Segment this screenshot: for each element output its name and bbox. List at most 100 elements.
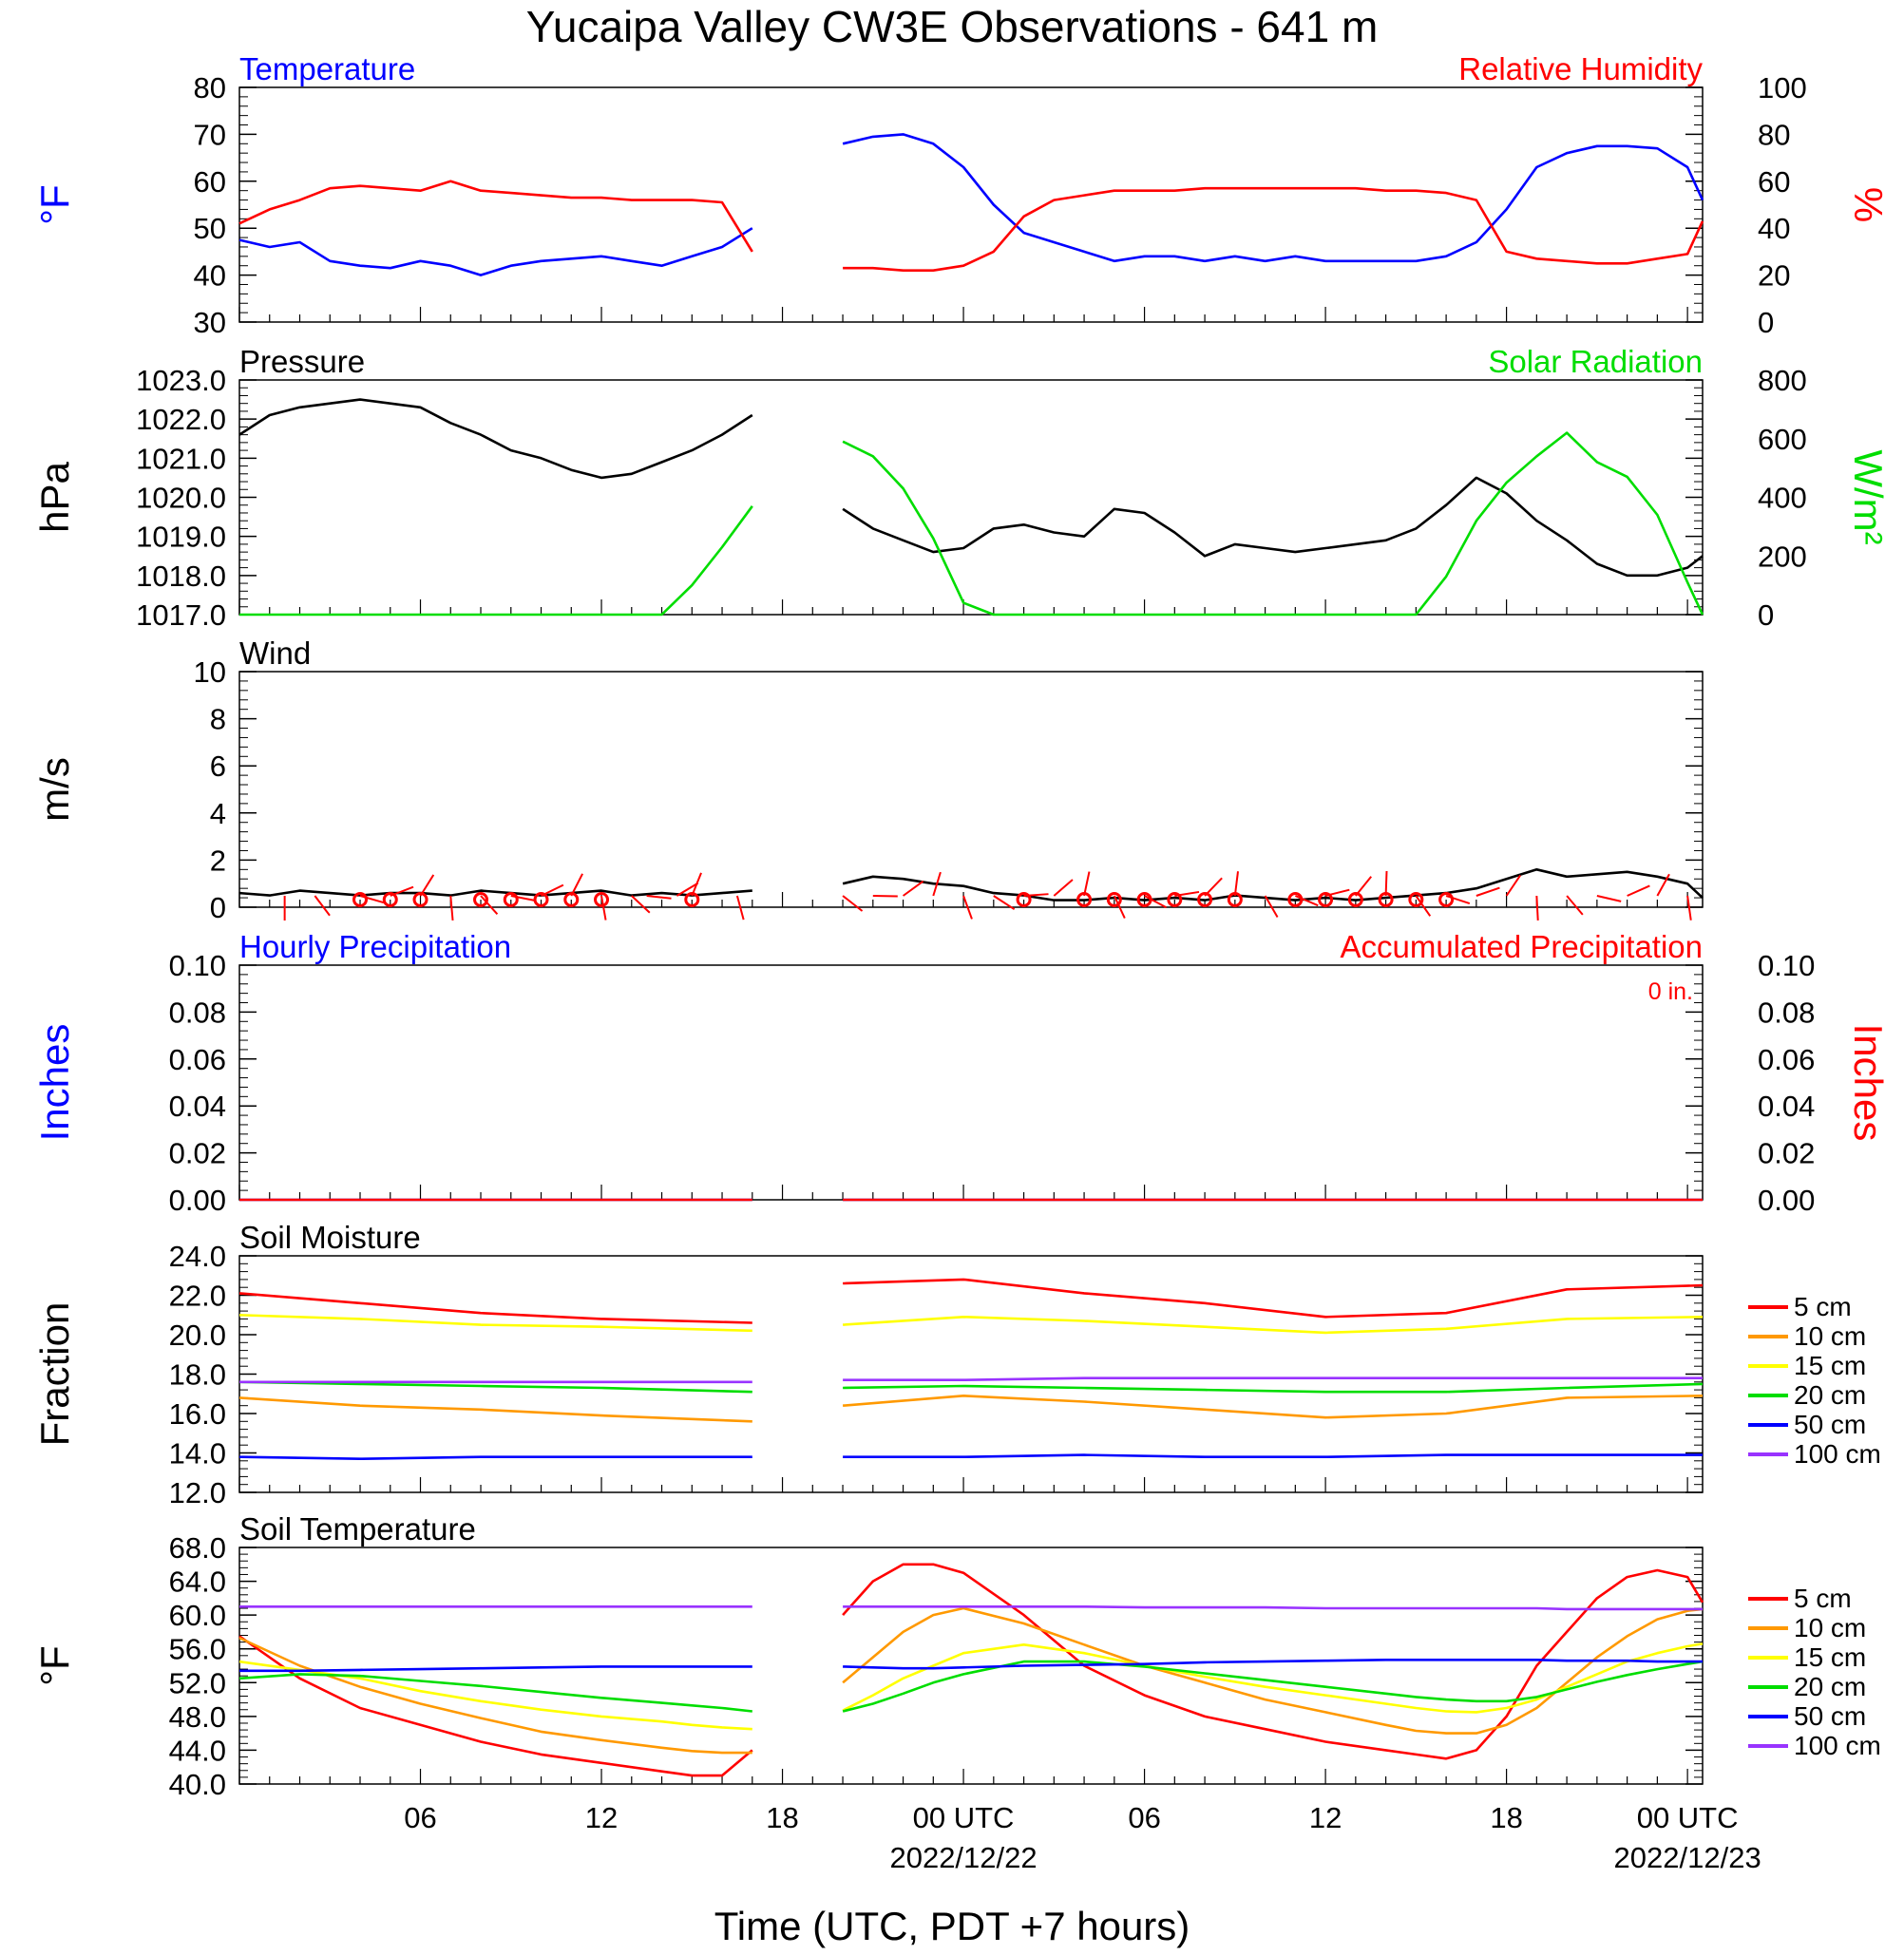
calm-wind-marker <box>533 892 549 907</box>
right-tick-label: 0.10 <box>1758 949 1815 982</box>
panel-title-left: Wind <box>239 636 311 671</box>
date-label: 2022/12/22 <box>889 1841 1037 1874</box>
wind-barb <box>646 895 672 900</box>
wind-barb <box>1233 871 1239 897</box>
wind-barb <box>419 874 435 897</box>
y-axis-label-right: W/m² <box>1846 449 1891 544</box>
left-tick-label: 60.0 <box>169 1599 226 1632</box>
left-tick-label: 48.0 <box>169 1700 226 1734</box>
plot-frame <box>238 671 1704 908</box>
panel-3: 10 8 6 4 2 0 Wind m/s <box>32 636 1704 924</box>
time-axis: 06 12 18 00 UTC 06 12 18 00 UTC 2022/12/22 2022/1… <box>404 1801 1761 1874</box>
wind-barb <box>1596 895 1622 902</box>
series-line-15-cm-seg1 <box>238 1314 752 1333</box>
panel-5: 24.0 22.0 20.0 18.0 16.0 14.0 12.0 Soil Moistur… <box>32 1220 1881 1509</box>
wind-barb <box>480 895 499 915</box>
y-axis-label-left: hPa <box>32 461 77 532</box>
right-tick-label: 40 <box>1758 212 1790 245</box>
series-line-20-cm-seg2 <box>842 1660 1704 1713</box>
time-tick-label: 00 UTC <box>1637 1801 1739 1834</box>
series-line-50-cm-seg2 <box>843 1453 1703 1458</box>
calm-wind-marker <box>1167 892 1183 907</box>
panel-2: 1023.0 1022.0 1021.0 1020.0 1019.0 1018.0 1017… <box>32 344 1891 632</box>
left-tick-label: 10 <box>194 655 226 689</box>
left-tick-label: 0.06 <box>169 1043 226 1076</box>
right-tick-label: 0.08 <box>1758 996 1815 1029</box>
left-tick-label: 40.0 <box>169 1768 226 1801</box>
wind-barb <box>1445 895 1471 904</box>
time-tick-label: 12 <box>585 1801 618 1834</box>
series-line-solar-radiation-seg2 <box>842 431 1704 617</box>
calm-wind-marker <box>594 892 610 907</box>
calm-wind-marker <box>684 892 700 907</box>
y-axis-label-right: % <box>1846 187 1891 222</box>
time-tick-label: 00 UTC <box>913 1801 1015 1834</box>
left-tick-label: 0.00 <box>169 1184 226 1217</box>
calm-wind-marker <box>1106 892 1122 907</box>
left-tick-label: 8 <box>210 703 226 736</box>
right-tick-label: 600 <box>1758 423 1807 456</box>
wind-barb <box>1144 895 1168 909</box>
panel-title-left: Soil Temperature <box>239 1511 476 1547</box>
wind-barb <box>1686 895 1692 921</box>
left-tick-label: 1021.0 <box>136 442 226 475</box>
wind-barb <box>570 873 583 897</box>
left-tick-label: 80 <box>194 71 226 104</box>
wind-barb <box>1476 886 1500 897</box>
calm-wind-marker <box>563 892 580 907</box>
precip-total-annotation: 0 in. <box>1648 978 1693 1005</box>
left-tick-label: 50 <box>194 212 226 245</box>
series-line-wind-seg1 <box>238 889 752 897</box>
calm-wind-marker <box>1438 892 1455 907</box>
calm-wind-marker <box>1016 892 1032 907</box>
calm-wind-marker <box>1287 892 1304 907</box>
panel-6: 68.064.060.056.052.048.044.040.0 Soil Tem… <box>32 1511 1881 1801</box>
left-tick-label: 1017.0 <box>136 598 226 632</box>
panel-1: 80 70 60 50 40 30 100 80 60 40 20 0 Temperature Relat… <box>32 51 1891 339</box>
panel-title-left: Soil Moisture <box>239 1220 421 1255</box>
legend-label: 5 cm <box>1794 1584 1852 1613</box>
left-tick-label: 0.10 <box>169 949 226 982</box>
right-tick-label: 0.04 <box>1758 1090 1815 1123</box>
calm-wind-marker <box>1227 892 1243 907</box>
series-line-10-cm-seg1 <box>238 1637 752 1755</box>
series-line-20-cm-seg2 <box>843 1382 1704 1394</box>
wind-barb <box>1294 895 1319 907</box>
legend-label: 20 cm <box>1794 1672 1866 1701</box>
wind-barb <box>1627 884 1650 897</box>
left-tick-label: 6 <box>210 750 226 783</box>
left-tick-label: 2 <box>210 844 226 877</box>
series-line-10-cm-seg1 <box>238 1396 752 1423</box>
left-tick-label: 64.0 <box>169 1566 226 1599</box>
wind-barb <box>1566 895 1584 916</box>
legend-label: 100 cm <box>1794 1731 1881 1760</box>
series-line-50-cm-seg1 <box>239 1665 752 1673</box>
left-tick-label: 20.0 <box>169 1319 226 1352</box>
left-tick-label: 52.0 <box>169 1666 226 1699</box>
left-tick-label: 1023.0 <box>136 364 226 397</box>
x-axis-label: Time (UTC, PDT +7 hours) <box>714 1904 1190 1948</box>
left-tick-label: 1018.0 <box>136 560 226 593</box>
panel-title-left: Pressure <box>239 344 365 379</box>
left-tick-label: 1022.0 <box>136 403 226 436</box>
wind-barb <box>842 895 864 912</box>
wind-barb <box>1053 879 1074 897</box>
y-axis-label-left: °F <box>32 1645 77 1685</box>
wind-barb <box>1384 870 1388 897</box>
date-label: 2022/12/23 <box>1614 1841 1761 1874</box>
figure-title: Yucaipa Valley CW3E Observations - 641 m <box>526 2 1379 51</box>
right-tick-label: 800 <box>1758 364 1807 397</box>
y-axis-label-left: Fraction <box>32 1302 77 1447</box>
legend-label: 5 cm <box>1794 1292 1852 1321</box>
calm-wind-marker <box>382 892 398 907</box>
series-line-relative-humidity-seg1 <box>238 180 753 253</box>
series-line-5-cm-seg1 <box>238 1635 753 1777</box>
panel-4: 0.10 0.08 0.06 0.04 0.02 0.00 0.10 0.08 0.06 0.04… <box>32 929 1891 1217</box>
wind-barb <box>902 880 924 897</box>
time-tick-label: 18 <box>766 1801 798 1834</box>
series-line-100-cm-seg2 <box>843 1376 1703 1381</box>
legend-label: 10 cm <box>1794 1321 1866 1351</box>
wind-barb <box>1656 873 1670 897</box>
